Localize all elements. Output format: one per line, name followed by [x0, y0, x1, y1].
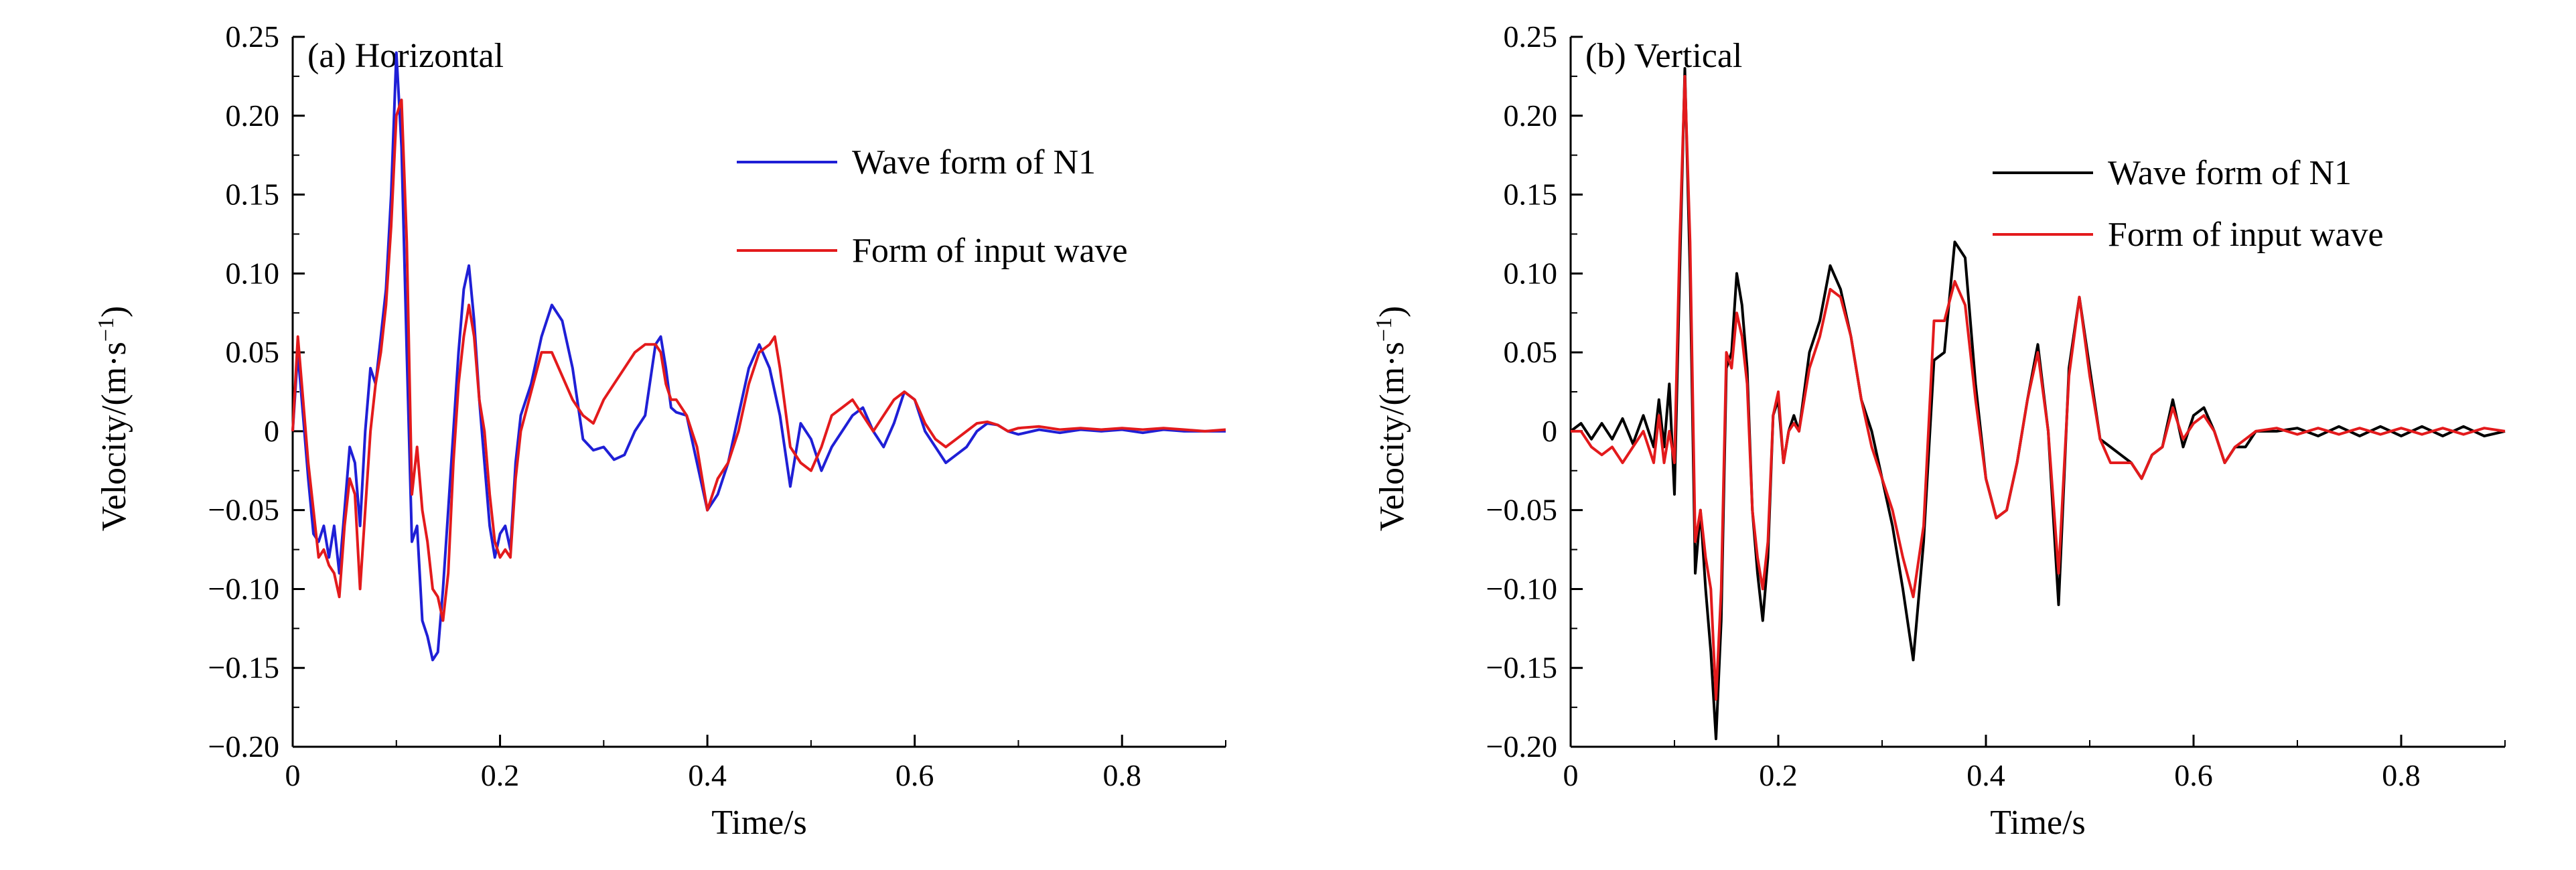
- panel-title: (b) Vertical: [1585, 37, 1742, 75]
- y-tick-label: 0.25: [1504, 19, 1558, 54]
- legend-label-2: Form of input wave: [2108, 216, 2384, 254]
- x-tick-label: 0.2: [481, 758, 520, 792]
- x-tick-label: 0.8: [2382, 758, 2421, 792]
- legend-label-2: Form of input wave: [852, 232, 1128, 270]
- y-tick-label: 0.15: [1504, 177, 1558, 212]
- y-tick-label: 0.10: [226, 256, 280, 290]
- panel-title: (a) Horizontal: [307, 37, 504, 75]
- y-tick-label: 0.20: [226, 98, 280, 133]
- x-axis-title: Time/s: [1990, 804, 2086, 842]
- y-tick-label: 0.05: [226, 335, 280, 369]
- legend-label-1: Wave form of N1: [2108, 154, 2352, 192]
- x-tick-label: 0: [1563, 758, 1579, 792]
- x-tick-label: 0.6: [2174, 758, 2213, 792]
- legend-label-1: Wave form of N1: [852, 143, 1096, 182]
- series-line-1: [291, 51, 1226, 662]
- y-tick-label: −0.05: [1486, 493, 1557, 527]
- y-tick-label: 0: [264, 414, 279, 448]
- series-line-2: [291, 98, 1226, 622]
- series-line-2: [1571, 74, 2506, 701]
- y-tick-label: −0.10: [208, 571, 279, 605]
- y-tick-label: 0: [1542, 414, 1557, 448]
- panel-vertical: −0.20−0.15−0.10−0.0500.050.100.150.200.2…: [1372, 19, 2506, 842]
- y-tick-label: −0.15: [1486, 650, 1557, 684]
- y-tick-label: 0.10: [1504, 256, 1558, 290]
- y-tick-label: 0.20: [1504, 98, 1558, 133]
- y-tick-label: −0.20: [208, 729, 279, 764]
- x-tick-label: 0.6: [896, 758, 934, 792]
- y-tick-label: −0.15: [208, 650, 279, 684]
- y-tick-label: 0.25: [226, 19, 280, 54]
- x-tick-label: 0.4: [688, 758, 727, 792]
- x-tick-label: 0.8: [1102, 758, 1141, 792]
- x-tick-label: 0: [285, 758, 301, 792]
- series-line-1: [1569, 67, 2506, 741]
- y-tick-label: −0.05: [208, 493, 279, 527]
- x-tick-label: 0.4: [1966, 758, 2005, 792]
- y-axis-title: Velocity/(m·s−1): [1372, 306, 1412, 532]
- y-tick-label: −0.10: [1486, 571, 1557, 605]
- y-axis-title: Velocity/(m·s−1): [94, 306, 134, 532]
- x-tick-label: 0.2: [1759, 758, 1798, 792]
- y-tick-label: 0.15: [226, 177, 280, 212]
- y-tick-label: 0.05: [1504, 335, 1558, 369]
- panel-horizontal: −0.20−0.15−0.10−0.0500.050.100.150.200.2…: [94, 19, 1226, 842]
- y-tick-label: −0.20: [1486, 729, 1557, 764]
- x-axis-title: Time/s: [711, 804, 807, 842]
